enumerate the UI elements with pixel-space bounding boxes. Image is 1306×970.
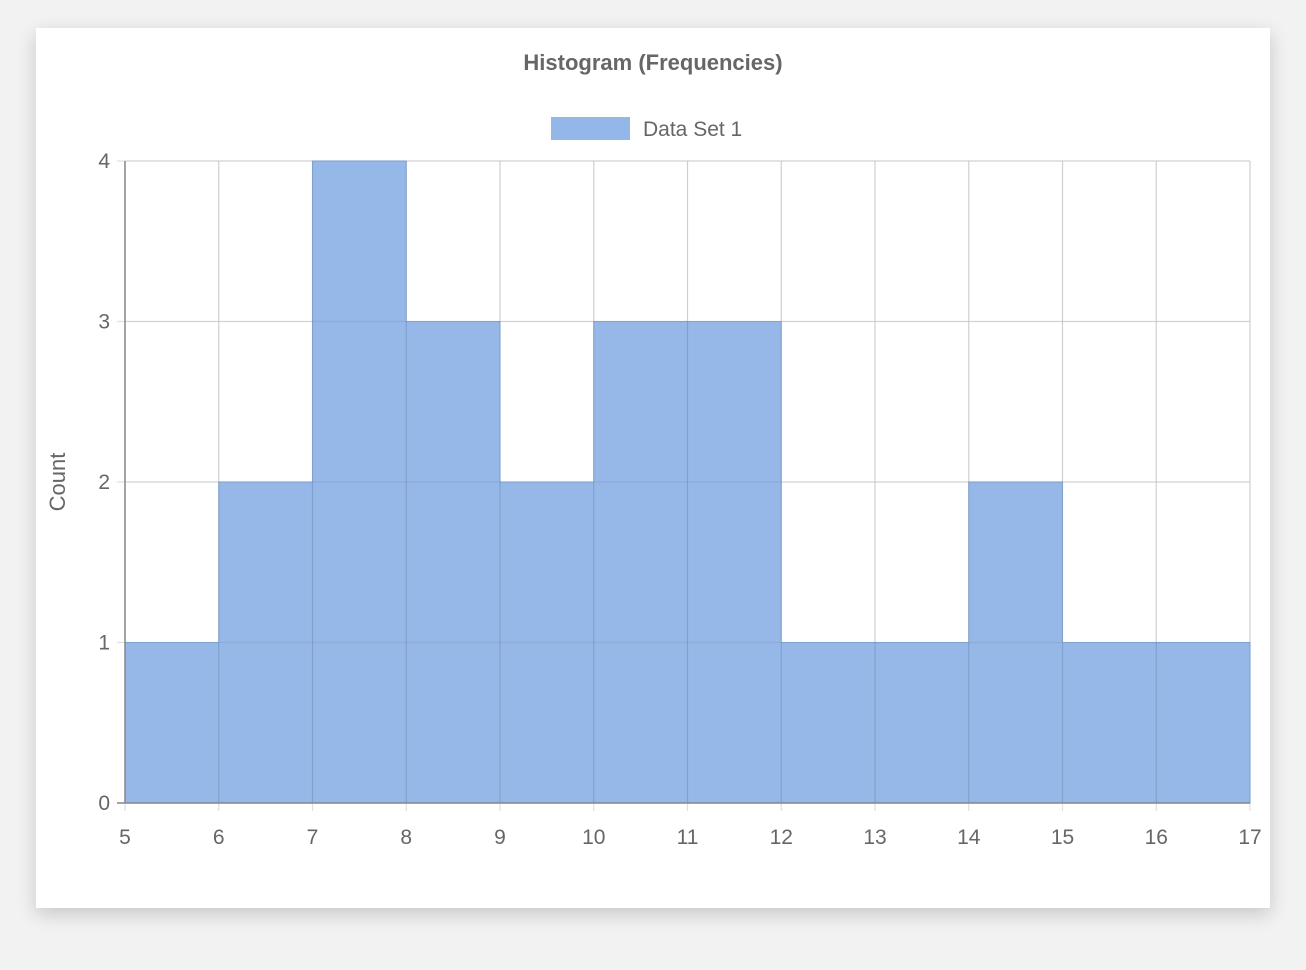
x-tick-label: 5 bbox=[119, 826, 131, 849]
legend[interactable]: Data Set 1 bbox=[551, 117, 742, 141]
histogram-chart: Histogram (Frequencies) Data Set 1 5 6 7 8 9… bbox=[45, 50, 1262, 849]
y-axis-ticks: 0 1 2 3 4 bbox=[98, 150, 110, 815]
x-tick-label: 11 bbox=[677, 826, 699, 849]
x-tick-label: 13 bbox=[863, 826, 886, 849]
x-tick-label: 8 bbox=[400, 826, 412, 849]
histogram-bar[interactable] bbox=[687, 321, 782, 804]
x-tick-label: 15 bbox=[1051, 826, 1074, 849]
legend-swatch bbox=[551, 117, 630, 140]
y-tick-label: 2 bbox=[98, 471, 110, 494]
x-tick-label: 9 bbox=[494, 826, 506, 849]
legend-label: Data Set 1 bbox=[643, 118, 742, 141]
x-tick-label: 17 bbox=[1238, 826, 1261, 849]
x-tick-label: 6 bbox=[213, 826, 225, 849]
histogram-bar[interactable] bbox=[218, 481, 313, 804]
histogram-bar[interactable] bbox=[124, 642, 220, 804]
y-tick-label: 1 bbox=[98, 632, 110, 655]
histogram-bar[interactable] bbox=[874, 642, 970, 804]
x-tick-label: 10 bbox=[582, 826, 605, 849]
x-axis-ticks: 5 6 7 8 9 10 11 12 13 14 15 16 17 bbox=[119, 826, 1262, 849]
histogram-bar[interactable] bbox=[780, 642, 876, 804]
histogram-bar[interactable] bbox=[968, 481, 1063, 804]
x-tick-label: 7 bbox=[307, 826, 319, 849]
histogram-bar[interactable] bbox=[312, 160, 407, 804]
histogram-bar[interactable] bbox=[499, 481, 595, 804]
y-axis-title: Count bbox=[45, 453, 70, 512]
histogram-bar[interactable] bbox=[405, 321, 501, 804]
chart-card: Histogram (Frequencies) Data Set 1 5 6 7 8 9… bbox=[36, 28, 1270, 908]
y-tick-label: 4 bbox=[98, 150, 110, 173]
x-tick-label: 16 bbox=[1145, 826, 1168, 849]
histogram-bar[interactable] bbox=[1062, 642, 1157, 804]
histogram-bar[interactable] bbox=[593, 321, 688, 804]
y-tick-label: 0 bbox=[98, 792, 110, 815]
bars bbox=[124, 160, 1251, 804]
x-tick-label: 12 bbox=[770, 826, 793, 849]
y-tick-label: 3 bbox=[98, 311, 110, 334]
chart-title: Histogram (Frequencies) bbox=[523, 50, 782, 75]
x-tick-label: 14 bbox=[957, 826, 981, 849]
histogram-bar[interactable] bbox=[1155, 642, 1251, 804]
axes bbox=[117, 161, 1250, 804]
